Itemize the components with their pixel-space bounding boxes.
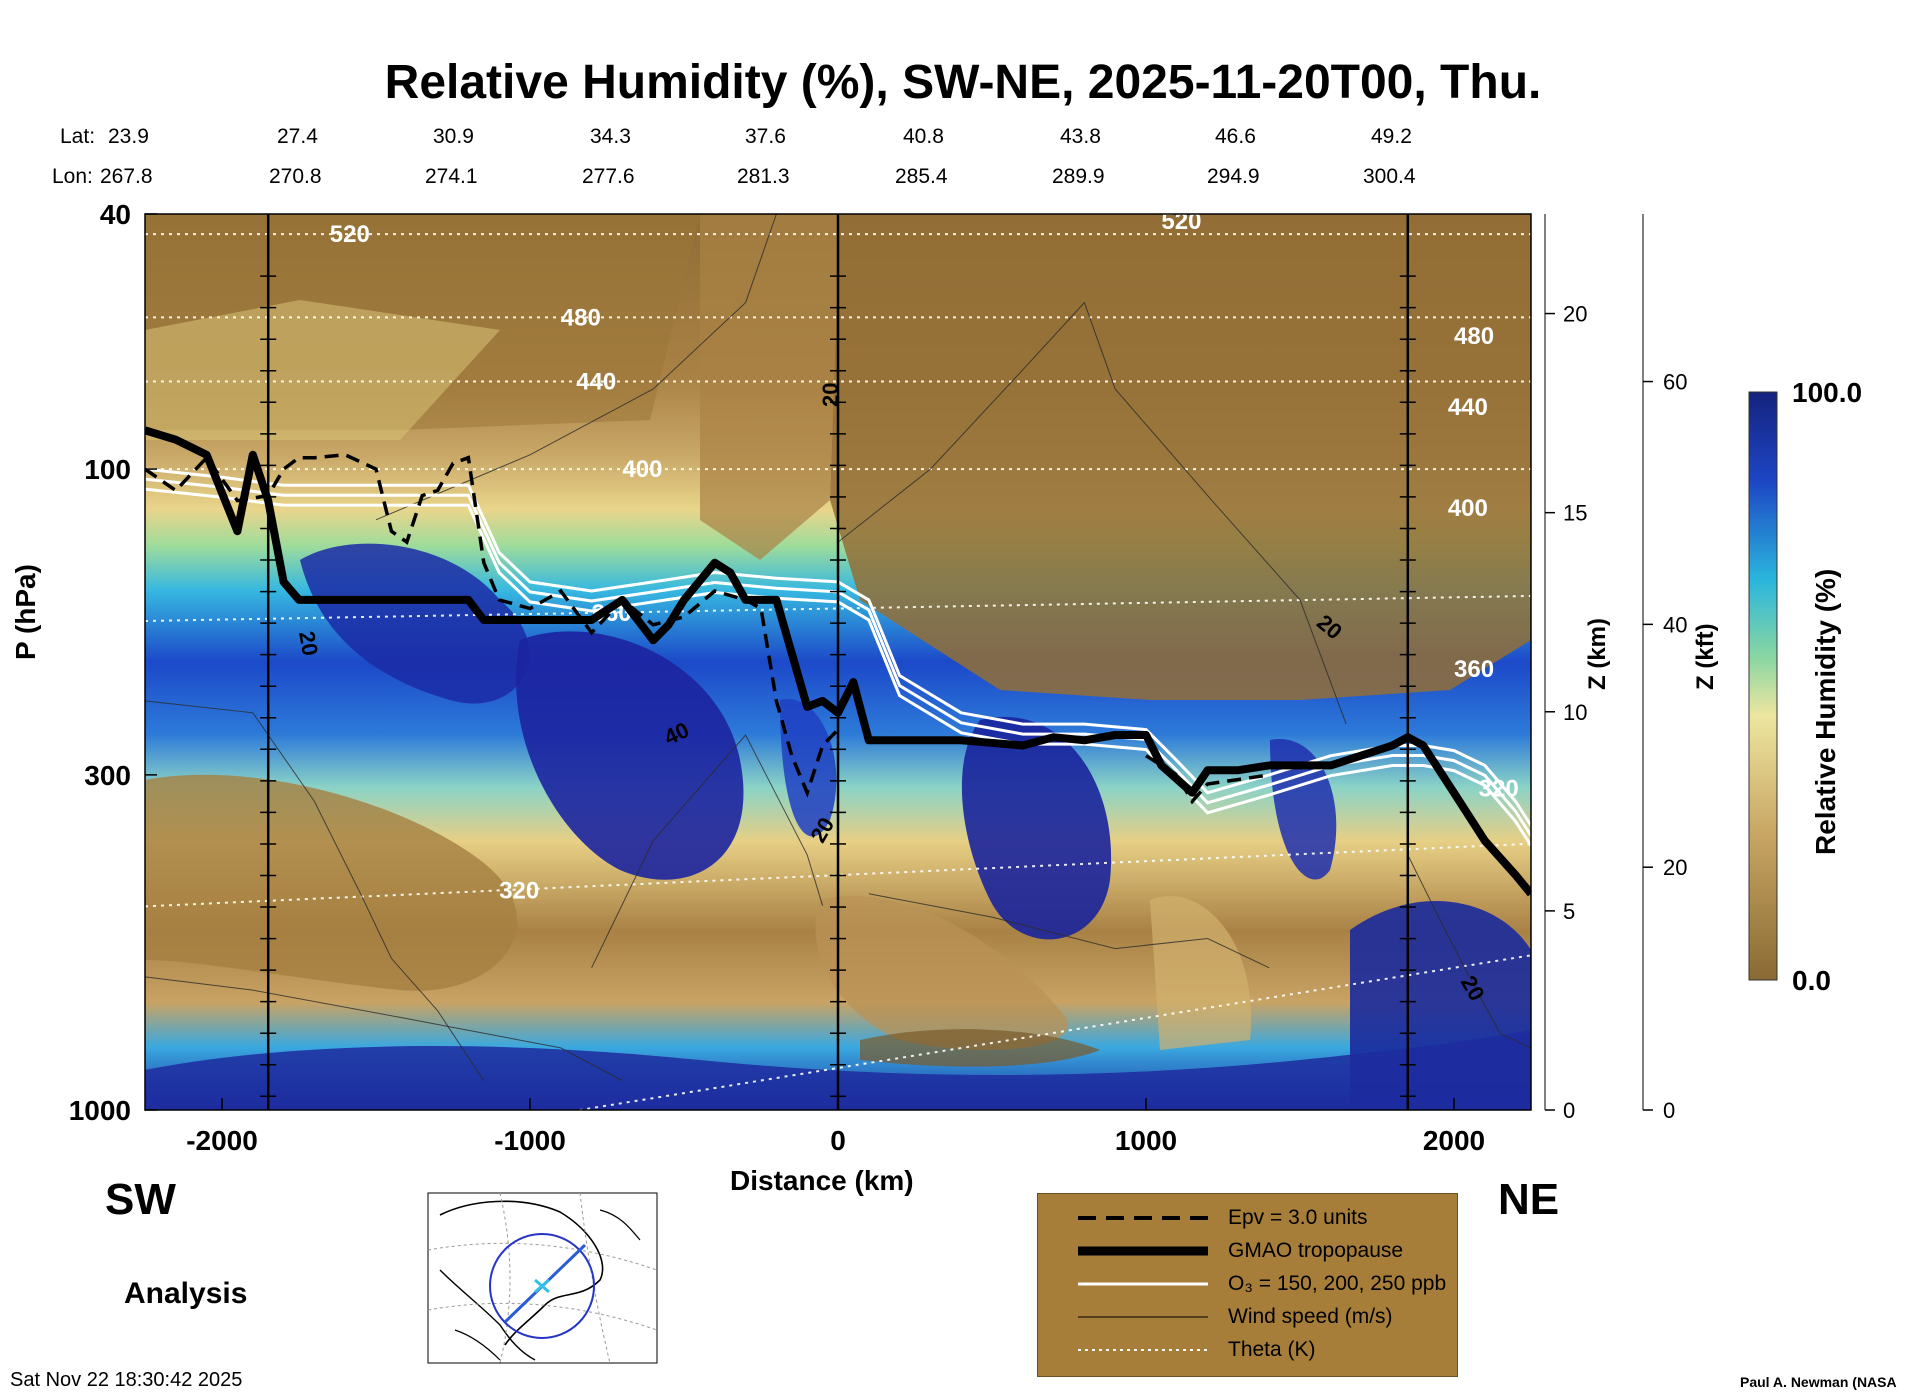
legend-item-tropopause: GMAO tropopause	[1038, 1237, 1457, 1267]
lon-value: 267.8	[100, 165, 153, 188]
legend-tropopause-label: GMAO tropopause	[1228, 1239, 1404, 1262]
lon-value: 281.3	[737, 165, 790, 188]
z-kft-tick-label: 40	[1663, 612, 1687, 637]
theta-line	[573, 954, 1531, 1110]
wind-speed-contour	[145, 976, 623, 1082]
colorbar	[1748, 391, 1778, 981]
z-kft-axis-label: Z (kft)	[1692, 623, 1719, 690]
theta-label: 280	[268, 1148, 308, 1175]
legend-item-ozone: O₃ = 150, 200, 250 ppb	[1038, 1270, 1457, 1300]
wind-speed-contour	[145, 700, 485, 1081]
epv-line	[145, 453, 840, 798]
lat-value: 30.9	[433, 125, 474, 148]
x-tick-label: 1000	[1115, 1125, 1177, 1156]
legend-ozone-label: O₃ = 150, 200, 250 ppb	[1228, 1272, 1447, 1295]
z-kft-tick-label: 20	[1663, 855, 1687, 880]
lon-value: 285.4	[895, 165, 948, 188]
z-km-tick-label: 5	[1563, 899, 1575, 924]
legend-item-theta: Theta (K)	[1038, 1336, 1457, 1366]
theta-label: 400	[1448, 495, 1488, 522]
theta-label: 320	[499, 877, 539, 904]
lat-value: 23.9	[108, 125, 149, 148]
x-tick-label: 0	[830, 1125, 846, 1156]
x-axis-label: Distance (km)	[730, 1165, 914, 1196]
lon-value: 270.8	[269, 165, 322, 188]
sw-direction-label: SW	[105, 1175, 176, 1224]
legend-theta-label: Theta (K)	[1228, 1338, 1316, 1361]
wind-speed-contour	[868, 893, 1270, 969]
lon-value: 277.6	[582, 165, 635, 188]
z-km-axis-label: Z (km)	[1584, 618, 1611, 690]
lat-value: 46.6	[1215, 125, 1256, 148]
wind-speed-contour	[375, 214, 777, 521]
colorbar-max-label: 100.0	[1792, 377, 1863, 408]
lat-value: 27.4	[277, 125, 318, 148]
theta-label: 440	[576, 368, 616, 395]
legend-item-epv: Epv = 3.0 units	[1038, 1204, 1457, 1234]
wind-speed-contour	[1407, 854, 1531, 1049]
ozone-contour	[145, 467, 1531, 827]
z-kft-tick-label: 60	[1663, 370, 1687, 395]
legend-item-wind: Wind speed (m/s)	[1038, 1303, 1457, 1333]
y-tick-label: 300	[84, 760, 131, 791]
theta-label: 520	[330, 221, 370, 248]
legend: Epv = 3.0 units GMAO tropopause O₃ = 150…	[1037, 1193, 1458, 1377]
wind-speed-label: 20	[294, 629, 323, 657]
lat-value: 34.3	[590, 125, 631, 148]
theta-label: 440	[1448, 394, 1488, 421]
theta-label: 360	[1454, 656, 1494, 683]
lon-value: 300.4	[1363, 165, 1416, 188]
z-kft-tick-label: 0	[1663, 1098, 1675, 1123]
z-km-tick-label: 10	[1563, 700, 1587, 725]
x-tick-label: -1000	[494, 1125, 566, 1156]
timestamp: Sat Nov 22 18:30:42 2025	[10, 1369, 243, 1391]
tropopause-line	[145, 426, 1531, 897]
lat-value: 49.2	[1371, 125, 1412, 148]
theta-label: 520	[1161, 208, 1201, 235]
chart-title: Relative Humidity (%), SW-NE, 2025-11-20…	[384, 56, 1542, 109]
y-tick-label: 1000	[69, 1095, 131, 1126]
lat-value: 43.8	[1060, 125, 1101, 148]
lon-value: 289.9	[1052, 165, 1105, 188]
lat-value: 37.6	[745, 125, 786, 148]
y-tick-label: 100	[84, 454, 131, 485]
lon-value: 294.9	[1207, 165, 1260, 188]
wind-speed-contour	[837, 301, 1347, 725]
legend-wind-label: Wind speed (m/s)	[1228, 1305, 1393, 1328]
theta-label: 400	[622, 456, 662, 483]
x-tick-label: -2000	[186, 1125, 258, 1156]
legend-epv-label: Epv = 3.0 units	[1228, 1206, 1368, 1229]
z-km-tick-label: 0	[1563, 1098, 1575, 1123]
wind-speed-contour	[591, 734, 824, 969]
lon-label: Lon:	[52, 165, 93, 188]
y-axis-label: P (hPa)	[10, 564, 41, 660]
location-map-inset	[427, 1192, 658, 1364]
lon-value: 274.1	[425, 165, 478, 188]
ne-direction-label: NE	[1498, 1175, 1560, 1224]
z-km-tick-label: 15	[1563, 501, 1587, 526]
ozone-contour	[145, 477, 1531, 837]
ozone-contour	[145, 487, 1531, 847]
theta-label: 480	[561, 304, 601, 331]
lat-label: Lat:	[60, 125, 96, 148]
credit: Paul A. Newman (NASA	[1740, 1374, 1897, 1390]
analysis-label: Analysis	[124, 1277, 248, 1310]
colorbar-min-label: 0.0	[1792, 965, 1831, 996]
lat-value: 40.8	[903, 125, 944, 148]
y-tick-label: 40	[100, 199, 131, 230]
z-km-tick-label: 20	[1563, 302, 1587, 327]
colorbar-label: Relative Humidity (%)	[1810, 568, 1841, 855]
x-tick-label: 2000	[1423, 1125, 1485, 1156]
theta-label: 480	[1454, 323, 1494, 350]
